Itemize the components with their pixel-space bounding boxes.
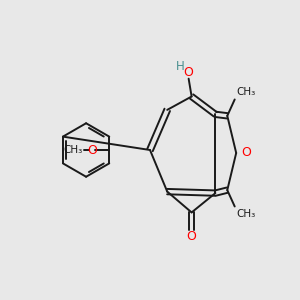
Text: CH₃: CH₃ (236, 86, 255, 97)
Text: CH₃: CH₃ (64, 145, 83, 155)
Text: O: O (242, 146, 251, 160)
Text: H: H (176, 60, 185, 73)
Text: O: O (187, 230, 196, 243)
Text: O: O (87, 143, 97, 157)
Text: O: O (184, 66, 194, 79)
Text: CH₃: CH₃ (236, 209, 255, 219)
